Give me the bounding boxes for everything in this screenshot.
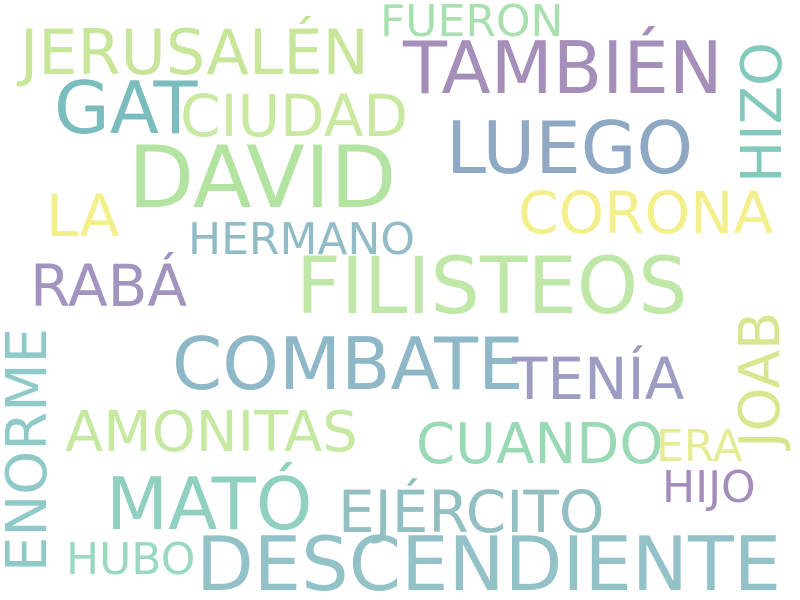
word-david: DAVID — [128, 128, 397, 228]
word-amonitas: AMONITAS — [65, 400, 358, 465]
word-filisteos: FILISTEOS — [296, 242, 688, 332]
word-corona: CORONA — [518, 179, 774, 247]
word-luego: LUEGO — [446, 106, 694, 190]
word-raba: RABÁ — [30, 252, 188, 320]
word-cuando: CUANDO — [416, 412, 664, 477]
word-la: LA — [46, 182, 120, 250]
word-tambien: TAMBIÉN — [403, 26, 723, 110]
word-fueron: FUERON — [380, 0, 564, 47]
word-hijo: HIJO — [662, 462, 756, 513]
word-ejercito: EJÉRCITO — [338, 478, 605, 546]
word-tenia: TENÍA — [512, 345, 685, 413]
word-gat: GAT — [54, 66, 198, 150]
word-era: ERA — [656, 421, 743, 472]
word-ciudad: CIUDAD — [180, 82, 409, 150]
word-jerusalen: JERUSALÉN — [20, 16, 369, 89]
word-hubo: HUBO — [66, 534, 196, 585]
word-descendiente: DESCENDIENTE — [196, 520, 782, 600]
word-enorme: ENORME — [0, 328, 60, 572]
word-combate: COMBATE — [172, 322, 524, 406]
word-mato: MATÓ — [106, 462, 313, 546]
word-hermano: HERMANO — [188, 214, 416, 265]
word-hizo: HIZO — [730, 41, 795, 183]
